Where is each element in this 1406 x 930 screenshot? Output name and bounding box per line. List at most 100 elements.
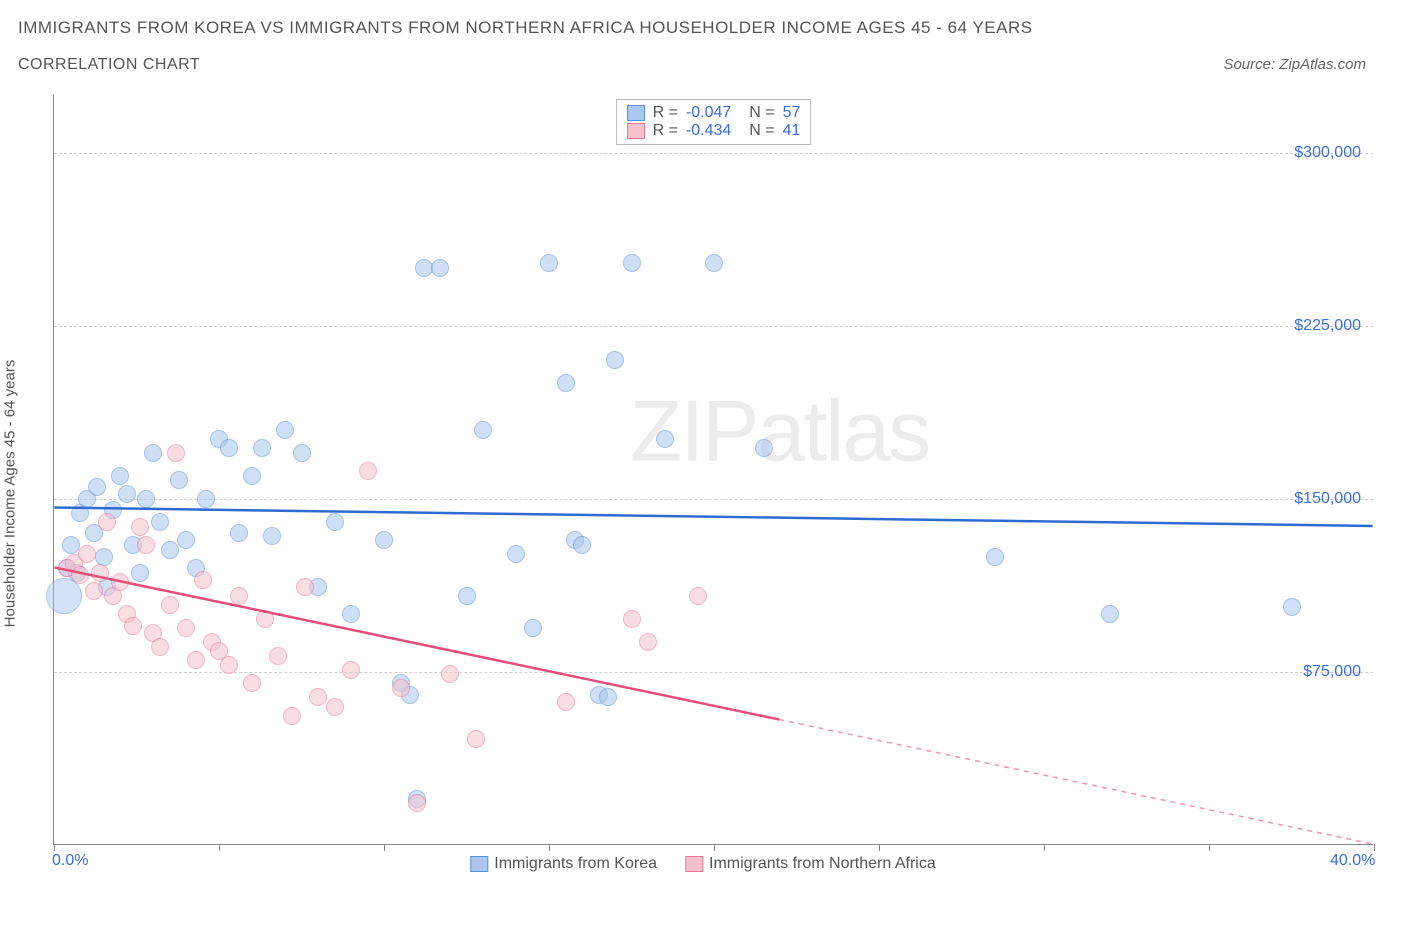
data-point bbox=[151, 513, 169, 531]
legend-n-value: 41 bbox=[783, 122, 801, 140]
data-point bbox=[170, 471, 188, 489]
legend-n-label: N = bbox=[749, 104, 774, 122]
legend-stats-box: R = -0.047N = 57R = -0.434N = 41 bbox=[616, 99, 812, 145]
data-point bbox=[639, 633, 657, 651]
x-tick bbox=[714, 844, 715, 851]
x-tick bbox=[54, 844, 55, 851]
data-point bbox=[220, 439, 238, 457]
data-point bbox=[474, 421, 492, 439]
data-point bbox=[111, 573, 129, 591]
data-point bbox=[309, 688, 327, 706]
chart-title: IMMIGRANTS FROM KOREA VS IMMIGRANTS FROM… bbox=[18, 18, 1396, 38]
data-point bbox=[194, 571, 212, 589]
legend-n-value: 57 bbox=[783, 104, 801, 122]
x-tick-label: 40.0% bbox=[1330, 852, 1375, 870]
data-point bbox=[124, 617, 142, 635]
legend-series-label: Immigrants from Northern Africa bbox=[709, 855, 936, 872]
gridline bbox=[54, 153, 1373, 154]
data-point bbox=[467, 730, 485, 748]
data-point bbox=[326, 513, 344, 531]
data-point bbox=[276, 421, 294, 439]
data-point bbox=[599, 688, 617, 706]
data-point bbox=[656, 430, 674, 448]
data-point bbox=[1283, 598, 1301, 616]
gridline bbox=[54, 326, 1373, 327]
data-point bbox=[689, 587, 707, 605]
x-tick bbox=[549, 844, 550, 851]
data-point bbox=[557, 374, 575, 392]
data-point bbox=[151, 638, 169, 656]
data-point bbox=[606, 351, 624, 369]
data-point bbox=[243, 674, 261, 692]
legend-swatch bbox=[627, 105, 645, 121]
data-point bbox=[431, 259, 449, 277]
data-point bbox=[161, 541, 179, 559]
legend-swatch bbox=[470, 856, 488, 872]
data-point bbox=[263, 527, 281, 545]
data-point bbox=[167, 444, 185, 462]
legend-series-label: Immigrants from Korea bbox=[494, 855, 657, 872]
x-tick bbox=[384, 844, 385, 851]
legend-r-label: R = bbox=[653, 104, 678, 122]
data-point bbox=[359, 462, 377, 480]
data-point bbox=[85, 582, 103, 600]
data-point bbox=[95, 548, 113, 566]
legend-bottom: Immigrants from Korea Immigrants from Nor… bbox=[470, 855, 935, 873]
data-point bbox=[458, 587, 476, 605]
data-point bbox=[1101, 605, 1119, 623]
data-point bbox=[137, 490, 155, 508]
data-point bbox=[177, 619, 195, 637]
legend-swatch bbox=[685, 856, 703, 872]
data-point bbox=[71, 566, 89, 584]
data-point bbox=[243, 467, 261, 485]
x-tick bbox=[1044, 844, 1045, 851]
legend-r-label: R = bbox=[653, 122, 678, 140]
data-point bbox=[197, 490, 215, 508]
data-point bbox=[755, 439, 773, 457]
data-point bbox=[986, 548, 1004, 566]
data-point bbox=[342, 661, 360, 679]
data-point bbox=[296, 578, 314, 596]
data-point bbox=[144, 444, 162, 462]
x-tick bbox=[879, 844, 880, 851]
y-tick-label: $150,000 bbox=[1294, 490, 1361, 508]
legend-n-label: N = bbox=[749, 122, 774, 140]
data-point bbox=[131, 564, 149, 582]
y-tick-label: $75,000 bbox=[1303, 663, 1361, 681]
data-point bbox=[91, 564, 109, 582]
legend-stats-row: R = -0.434 N = 41 bbox=[627, 122, 801, 140]
legend-r-value: -0.434 bbox=[686, 122, 731, 140]
plot-area: ZIPatlas R = -0.047N = 57R = -0.434N = 4… bbox=[53, 95, 1373, 845]
data-point bbox=[62, 536, 80, 554]
data-point bbox=[392, 679, 410, 697]
legend-item: Immigrants from Northern Africa bbox=[685, 855, 936, 873]
data-point bbox=[161, 596, 179, 614]
data-point bbox=[88, 478, 106, 496]
data-point bbox=[623, 254, 641, 272]
x-tick bbox=[1374, 844, 1375, 851]
subtitle-row: CORRELATION CHART Source: ZipAtlas.com bbox=[18, 56, 1396, 74]
data-point bbox=[293, 444, 311, 462]
data-point bbox=[230, 524, 248, 542]
x-tick bbox=[1209, 844, 1210, 851]
data-point bbox=[705, 254, 723, 272]
data-point bbox=[177, 531, 195, 549]
data-point bbox=[137, 536, 155, 554]
chart-container: Householder Income Ages 45 - 64 years ZI… bbox=[18, 95, 1388, 875]
data-point bbox=[253, 439, 271, 457]
data-point bbox=[131, 518, 149, 536]
gridline bbox=[54, 672, 1373, 673]
data-point bbox=[78, 545, 96, 563]
watermark-bold: ZIP bbox=[630, 384, 758, 480]
watermark: ZIPatlas bbox=[630, 383, 929, 482]
data-point bbox=[524, 619, 542, 637]
data-point bbox=[540, 254, 558, 272]
x-tick bbox=[219, 844, 220, 851]
data-point bbox=[623, 610, 641, 628]
x-tick-label: 0.0% bbox=[52, 852, 88, 870]
data-point bbox=[118, 485, 136, 503]
data-point bbox=[187, 651, 205, 669]
data-point bbox=[408, 794, 426, 812]
gridline bbox=[54, 499, 1373, 500]
data-point bbox=[342, 605, 360, 623]
